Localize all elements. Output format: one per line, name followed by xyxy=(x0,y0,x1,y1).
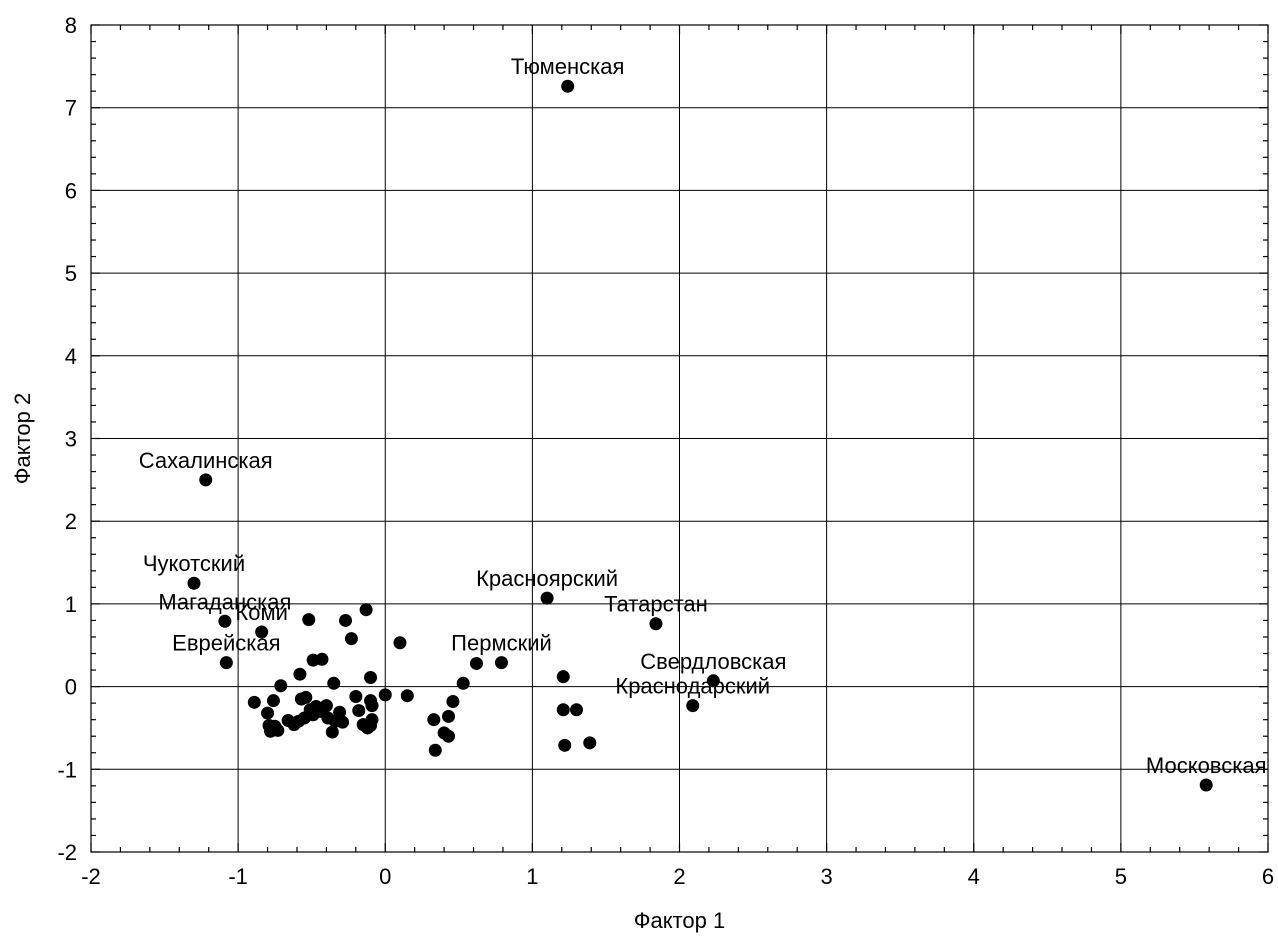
point-label: Сахалинская xyxy=(139,448,273,473)
data-point xyxy=(266,694,280,708)
y-tick-label: 0 xyxy=(65,675,77,700)
y-tick-label: 6 xyxy=(65,178,77,203)
data-point xyxy=(378,688,392,702)
y-tick-label: 7 xyxy=(65,96,77,121)
data-point xyxy=(428,743,442,757)
labeled-data-point xyxy=(649,617,663,631)
data-point xyxy=(261,706,275,720)
point-label: Тюменская xyxy=(511,54,625,79)
data-point xyxy=(442,729,456,743)
point-label: Московская xyxy=(1146,753,1267,778)
data-point xyxy=(364,671,378,685)
point-labels: Тюменская Сахалинская Чукотский Магаданская… xyxy=(139,54,1267,778)
x-axis-tick-labels: -2 -1 0 1 2 3 4 5 6 xyxy=(81,864,1274,889)
y-tick-label: -2 xyxy=(57,840,77,865)
data-point xyxy=(469,656,483,670)
y-tick-label: -1 xyxy=(57,757,77,782)
labeled-data-point xyxy=(686,699,700,713)
grid xyxy=(91,25,1268,852)
y-axis-tick-labels: -2 -1 0 1 2 3 4 5 6 7 8 xyxy=(57,13,77,865)
data-point xyxy=(393,636,407,650)
data-point xyxy=(268,719,282,733)
data-point xyxy=(556,670,570,684)
data-point xyxy=(274,679,288,693)
labeled-data-point xyxy=(219,656,233,670)
data-point xyxy=(364,718,378,732)
x-tick-label: 1 xyxy=(526,864,538,889)
labeled-data-point xyxy=(561,79,575,93)
labeled-data-point xyxy=(187,576,201,590)
data-point xyxy=(442,709,456,723)
labeled-data-point xyxy=(255,625,269,639)
point-label: Свердловская xyxy=(640,649,786,674)
data-point xyxy=(365,699,379,713)
y-tick-label: 2 xyxy=(65,509,77,534)
data-point xyxy=(352,704,366,718)
point-label: Чукотский xyxy=(143,551,245,576)
axis-ticks xyxy=(90,24,1269,853)
x-tick-label: -2 xyxy=(81,864,101,889)
point-label: Коми xyxy=(235,600,287,625)
point-label: Магаданская xyxy=(158,589,291,614)
data-point xyxy=(299,690,313,704)
x-tick-label: 0 xyxy=(379,864,391,889)
x-tick-label: -1 xyxy=(228,864,248,889)
y-tick-label: 4 xyxy=(65,344,77,369)
labeled-data-point xyxy=(1199,778,1213,792)
x-tick-label: 6 xyxy=(1262,864,1274,889)
data-point xyxy=(319,699,333,713)
point-label: Красноярский xyxy=(476,566,618,591)
data-point xyxy=(349,690,363,704)
x-axis-title: Фактор 1 xyxy=(634,908,725,933)
data-point xyxy=(247,695,261,709)
data-point xyxy=(333,705,347,719)
x-tick-label: 4 xyxy=(968,864,980,889)
data-point xyxy=(339,613,353,627)
x-tick-label: 5 xyxy=(1115,864,1127,889)
labeled-data-point xyxy=(218,614,232,628)
y-axis-title: Фактор 2 xyxy=(10,393,35,484)
data-point xyxy=(427,713,441,727)
data-point xyxy=(293,667,307,681)
x-tick-label: 2 xyxy=(673,864,685,889)
data-point xyxy=(325,725,339,739)
y-tick-label: 1 xyxy=(65,592,77,617)
x-tick-label: 3 xyxy=(821,864,833,889)
data-point xyxy=(556,703,570,717)
y-tick-label: 8 xyxy=(65,13,77,38)
data-point xyxy=(583,736,597,750)
data-point xyxy=(558,738,572,752)
labeled-data-point xyxy=(540,591,554,605)
point-label: Татарстан xyxy=(604,592,708,617)
data-point xyxy=(446,694,460,708)
y-tick-label: 5 xyxy=(65,261,77,286)
data-point xyxy=(456,676,470,690)
labeled-data-point xyxy=(494,656,508,670)
data-point xyxy=(570,703,584,717)
point-label: Краснодарский xyxy=(615,674,770,699)
data-point xyxy=(359,603,373,617)
data-point xyxy=(302,613,316,627)
point-label: Еврейская xyxy=(172,631,280,656)
data-point xyxy=(400,689,414,703)
data-point xyxy=(327,676,341,690)
point-label: Пермский xyxy=(451,631,552,656)
data-points xyxy=(187,79,1213,792)
data-point xyxy=(315,652,329,666)
y-tick-label: 3 xyxy=(65,427,77,452)
labeled-data-point xyxy=(199,473,213,487)
data-point xyxy=(336,715,350,729)
data-point xyxy=(344,632,358,646)
labeled-data-point xyxy=(706,674,720,688)
